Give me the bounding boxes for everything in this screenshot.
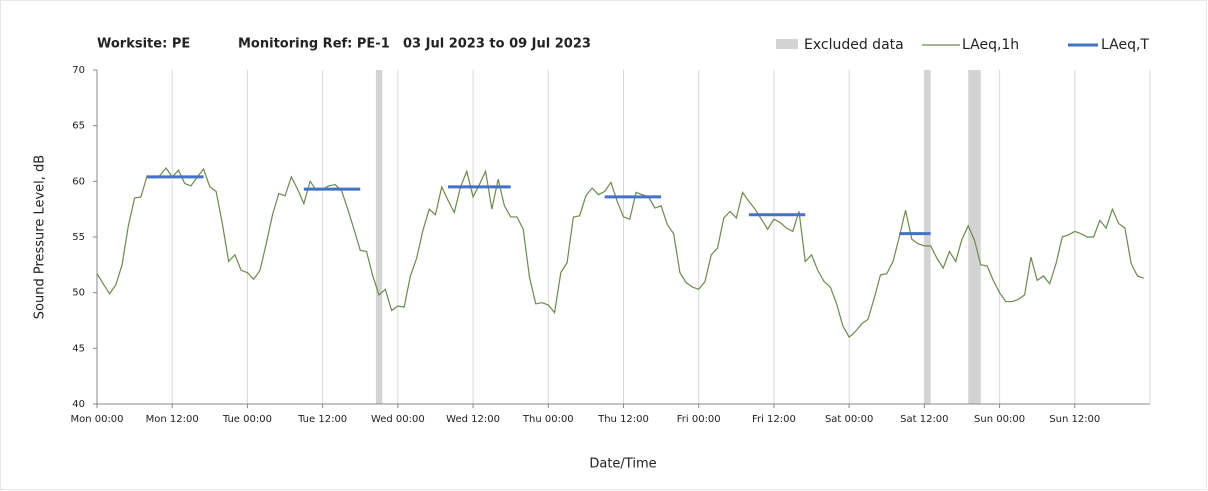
line-series: [96, 166, 1144, 339]
x-tick-label: Sat 00:00: [825, 414, 873, 425]
y-axis-label: Sound Pressure Level, dB: [33, 155, 48, 319]
x-tick-label: Sun 12:00: [1049, 414, 1100, 425]
y-tick-label: 40: [72, 399, 85, 410]
x-tick-label: Tue 12:00: [297, 414, 347, 425]
legend-swatch: [776, 39, 798, 49]
x-tick-label: Tue 00:00: [222, 414, 272, 425]
title-worksite: Worksite: PE: [97, 37, 190, 52]
excluded-band: [375, 70, 383, 404]
excluded-band: [924, 70, 931, 404]
x-tick-label: Mon 00:00: [70, 414, 123, 425]
legend-label: Excluded data: [804, 37, 904, 53]
x-tick-label: Fri 12:00: [752, 414, 796, 425]
title-dates: 03 Jul 2023 to 09 Jul 2023: [403, 37, 591, 52]
legend-label: LAeq,T: [1101, 37, 1149, 53]
y-tick-label: 45: [72, 343, 85, 354]
x-tick-label: Sun 00:00: [974, 414, 1025, 425]
x-axis-label: Date/Time: [589, 457, 656, 472]
y-tick-label: 60: [72, 176, 85, 187]
excluded-band: [968, 70, 981, 404]
x-tick-label: Wed 12:00: [446, 414, 500, 425]
y-tick-label: 50: [72, 288, 85, 299]
x-tick-label: Mon 12:00: [146, 414, 199, 425]
y-tick-label: 70: [72, 65, 85, 76]
y-tick-label: 65: [72, 121, 85, 132]
x-tick-label: Thu 00:00: [522, 414, 574, 425]
x-tick-label: Sat 12:00: [900, 414, 948, 425]
x-tick-label: Thu 12:00: [597, 414, 649, 425]
x-tick-label: Fri 00:00: [677, 414, 721, 425]
y-tick-label: 55: [72, 232, 85, 243]
x-tick-label: Wed 00:00: [371, 414, 425, 425]
legend-label: LAeq,1h: [962, 37, 1019, 53]
title-ref: Monitoring Ref: PE-1: [238, 37, 390, 52]
